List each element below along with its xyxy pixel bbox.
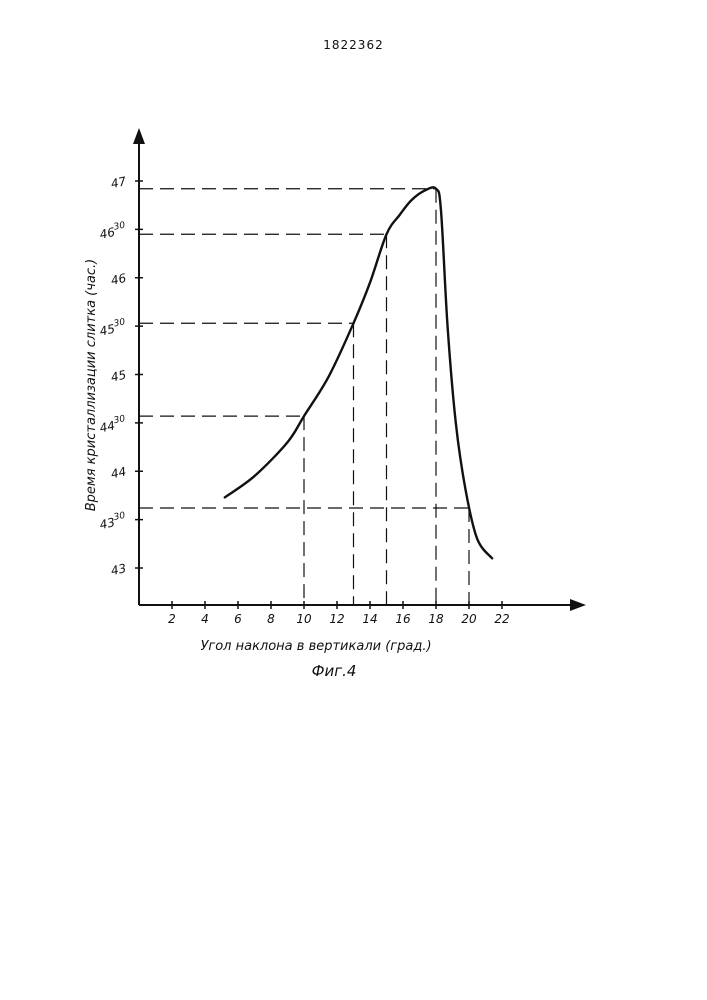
y-tick-superscript: 30 <box>113 221 127 233</box>
y-tick-label: 46 <box>110 271 128 288</box>
figure-caption: Фиг.4 <box>312 662 357 680</box>
x-tick-label: 22 <box>494 612 509 626</box>
y-tick-main: 43 <box>110 561 128 578</box>
x-axis-label: Угол наклона в вертикали (град.) <box>200 639 431 654</box>
y-tick-main: 44 <box>110 464 128 481</box>
x-tick-label: 12 <box>329 612 344 626</box>
y-tick-label: 44 <box>110 464 128 481</box>
y-ticks: 43 4330 44 4430 45 4530 46 4630 47 <box>98 174 143 578</box>
y-tick-main: 45 <box>110 368 128 385</box>
x-tick-label: 20 <box>461 612 477 626</box>
x-tick-label: 18 <box>428 612 444 626</box>
y-tick-label: 47 <box>110 174 128 191</box>
y-tick-main: 46 <box>110 271 128 288</box>
y-tick-label: 43 <box>110 561 128 578</box>
y-tick-label: 45 <box>110 368 128 385</box>
y-tick-label: 4330 <box>98 511 128 532</box>
x-tick-label: 6 <box>234 612 242 626</box>
y-tick-superscript: 30 <box>113 511 127 523</box>
y-tick-label: 4530 <box>98 317 128 338</box>
axes <box>133 128 586 611</box>
y-tick-main: 47 <box>110 174 128 191</box>
x-tick-label: 2 <box>168 612 176 626</box>
x-tick-label: 4 <box>201 612 209 626</box>
y-tick-label: 4630 <box>98 221 128 242</box>
x-tick-label: 14 <box>362 612 377 626</box>
x-tick-label: 16 <box>395 612 411 626</box>
x-tick-label: 8 <box>267 612 275 626</box>
y-axis-arrow <box>133 128 145 144</box>
y-axis-label: Время кристаллизации слитка (час.) <box>84 259 99 512</box>
y-tick-superscript: 30 <box>113 414 127 426</box>
x-axis-arrow <box>570 599 586 611</box>
data-curve <box>225 187 492 558</box>
reference-dashed-lines <box>139 189 469 605</box>
y-tick-label: 4430 <box>98 414 128 435</box>
x-tick-label: 10 <box>296 612 312 626</box>
y-tick-superscript: 30 <box>113 317 127 329</box>
